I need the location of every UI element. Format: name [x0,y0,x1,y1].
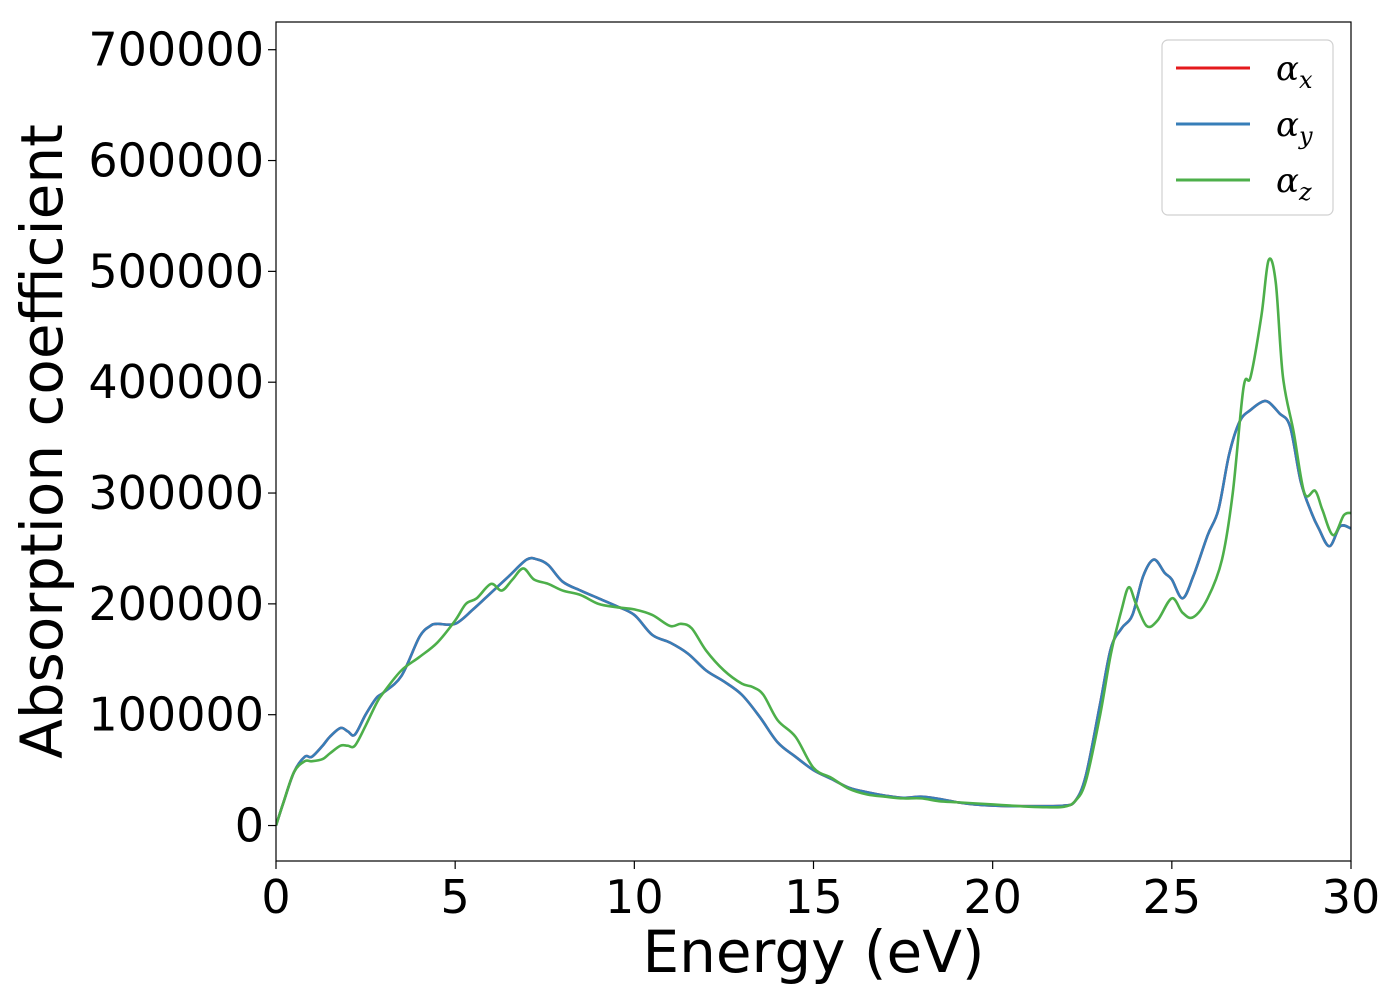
legend-item-z: αz [1176,161,1312,206]
y-tick-label: 100000 [88,688,264,742]
series-group [276,257,1351,826]
x-tick-label: 30 [1322,870,1381,924]
x-axis-label: Energy (eV) [642,918,984,986]
legend-item-y: αy [1176,105,1313,150]
x-tick-label: 15 [784,870,843,924]
x-tick-label: 20 [963,870,1022,924]
legend-subscript: y [1298,122,1313,150]
x-tick-label: 5 [441,870,470,924]
series-line-z [276,257,1351,826]
y-tick-label: 300000 [88,466,264,520]
x-tick-label: 10 [605,870,664,924]
y-tick-label: 600000 [88,134,264,188]
legend-symbol: α [1276,105,1299,145]
y-tick-label: 0 [235,799,264,853]
legend-symbol: α [1276,49,1299,89]
legend-label: αx [1276,49,1313,94]
legend-label: αz [1276,161,1312,206]
x-axis-ticks: 0 5 10 15 20 25 30 [261,861,1380,924]
y-tick-label: 700000 [88,23,264,77]
y-tick-label: 400000 [88,355,264,409]
legend-subscript: z [1298,178,1312,206]
y-axis-label: Absorption coefficient [8,124,76,759]
legend-subscript: x [1299,66,1313,94]
x-tick-label: 0 [261,870,290,924]
y-tick-label: 200000 [88,577,264,631]
y-axis-ticks: 0 100000 200000 300000 400000 500000 600000 700… [88,23,276,853]
y-tick-label: 500000 [88,244,264,298]
legend-label: αy [1276,105,1313,150]
x-tick-label: 25 [1143,870,1202,924]
legend-box [1161,39,1334,216]
legend-symbol: α [1276,161,1299,201]
legend-item-x: αx [1176,49,1313,94]
